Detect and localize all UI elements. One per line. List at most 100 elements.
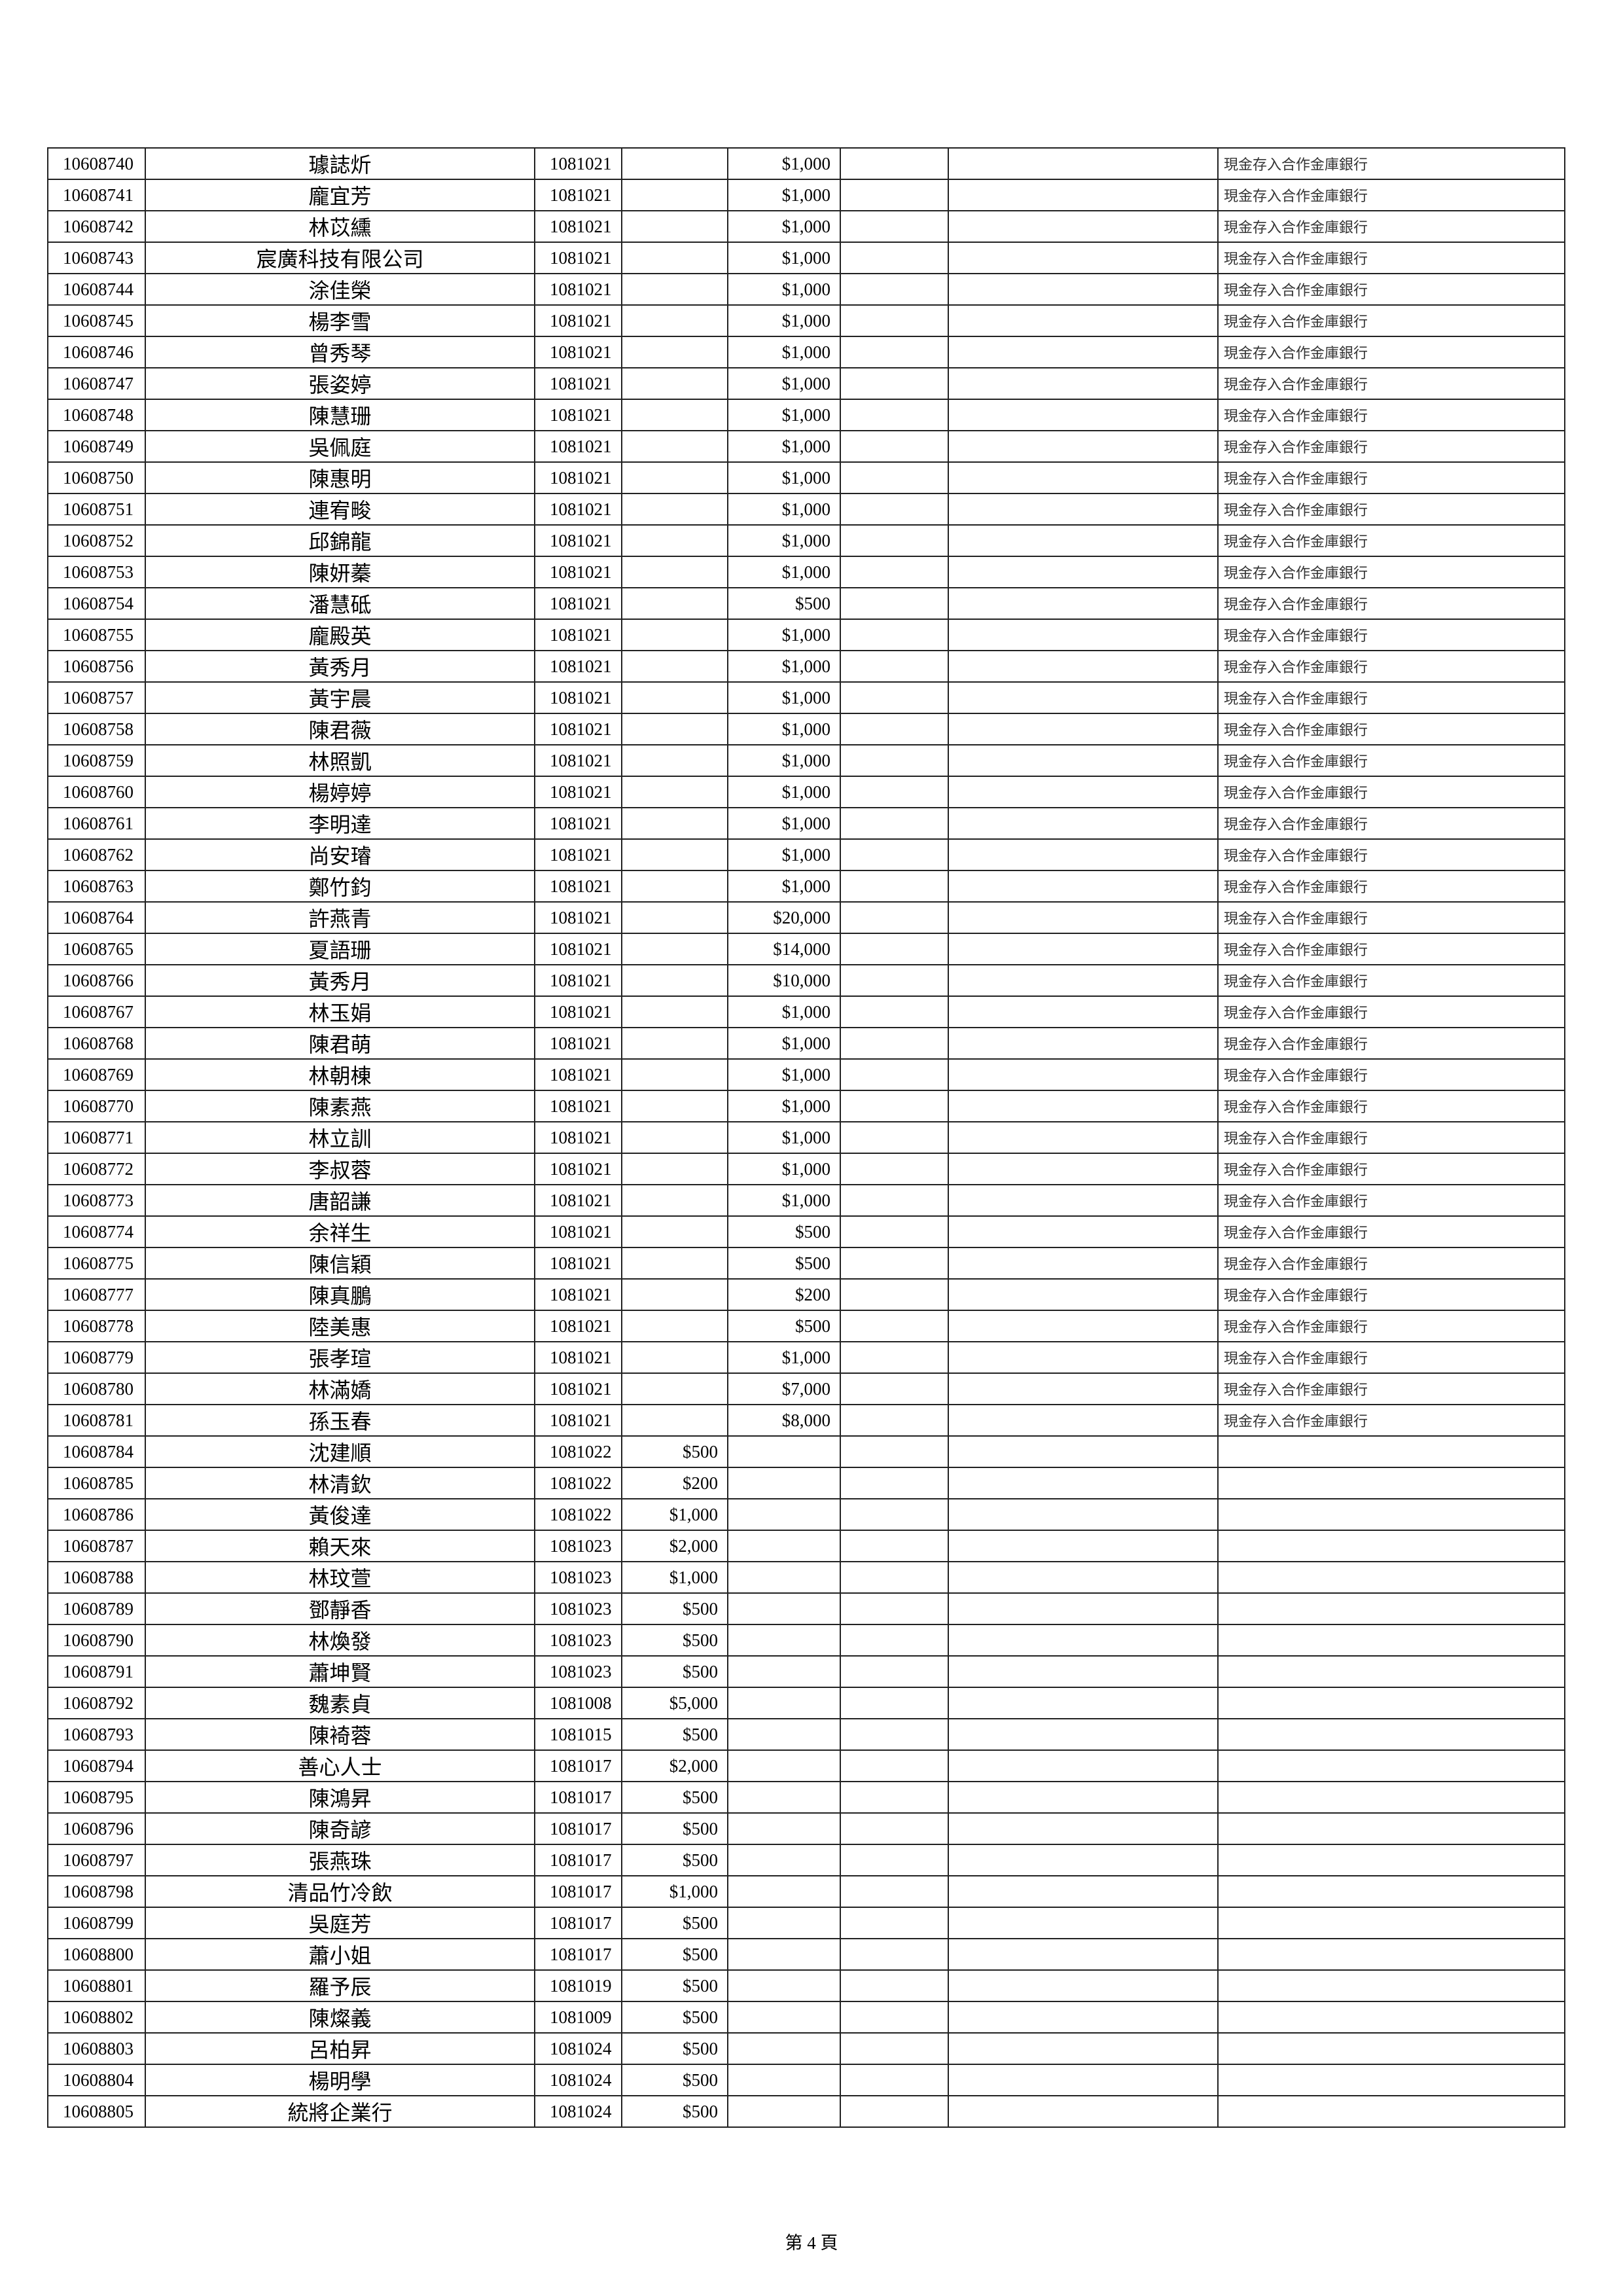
table-row: 10608797 張燕珠 1081017 $500 [47, 1844, 1565, 1876]
blank-cell [948, 210, 1219, 243]
receipt-number: 10608786 [47, 1498, 146, 1531]
receipt-number: 10608775 [47, 1247, 146, 1280]
deposit-amount-cell: $1,000 [727, 1090, 841, 1122]
blank-cell [840, 210, 949, 243]
deposit-amount-cell [727, 1561, 841, 1594]
receipt-number: 10608754 [47, 587, 146, 620]
donation-date: 1081021 [534, 1090, 622, 1122]
donation-date: 1081021 [534, 461, 622, 494]
donation-date: 1081021 [534, 964, 622, 997]
donation-date: 1081021 [534, 147, 622, 180]
note-cell: 現金存入合作金庫銀行 [1217, 901, 1565, 934]
deposit-amount-cell: $1,000 [727, 838, 841, 871]
amount-cell [621, 336, 728, 368]
donor-name: 蕭坤賢 [145, 1655, 535, 1688]
donor-name: 黃秀月 [145, 964, 535, 997]
blank-cell [948, 2064, 1219, 2096]
blank-cell [948, 367, 1219, 400]
donation-date: 1081021 [534, 776, 622, 808]
donation-date: 1081017 [534, 1812, 622, 1845]
donor-name: 黃宇晨 [145, 681, 535, 714]
amount-cell: $500 [621, 1812, 728, 1845]
deposit-amount-cell: $500 [727, 1247, 841, 1280]
receipt-number: 10608802 [47, 2001, 146, 2034]
note-cell: 現金存入合作金庫銀行 [1217, 870, 1565, 903]
blank-cell [840, 713, 949, 745]
donation-date: 1081021 [534, 1341, 622, 1374]
table-row: 10608781 孫玉春 1081021 $8,000 現金存入合作金庫銀行 [47, 1404, 1565, 1437]
deposit-amount-cell: $1,000 [727, 367, 841, 400]
donation-date: 1081021 [534, 619, 622, 651]
donation-date: 1081024 [534, 2095, 622, 2128]
amount-cell [621, 619, 728, 651]
blank-cell [840, 367, 949, 400]
blank-cell [948, 2001, 1219, 2034]
donation-date: 1081017 [534, 1749, 622, 1782]
table-row: 10608746 曾秀琴 1081021 $1,000 現金存入合作金庫銀行 [47, 336, 1565, 368]
amount-cell [621, 493, 728, 526]
amount-cell [621, 399, 728, 431]
deposit-amount-cell [727, 1592, 841, 1625]
note-cell: 現金存入合作金庫銀行 [1217, 147, 1565, 180]
blank-cell [840, 524, 949, 557]
table-row: 10608787 賴天來 1081023 $2,000 [47, 1530, 1565, 1562]
amount-cell [621, 179, 728, 211]
donation-date: 1081022 [534, 1435, 622, 1468]
table-row: 10608758 陳君薇 1081021 $1,000 現金存入合作金庫銀行 [47, 713, 1565, 745]
blank-cell [948, 713, 1219, 745]
deposit-amount-cell [727, 1938, 841, 1971]
receipt-number: 10608762 [47, 838, 146, 871]
amount-cell [621, 242, 728, 274]
note-cell: 現金存入合作金庫銀行 [1217, 1247, 1565, 1280]
donation-date: 1081021 [534, 1058, 622, 1091]
donation-date: 1081021 [534, 430, 622, 463]
blank-cell [840, 179, 949, 211]
amount-cell [621, 1372, 728, 1405]
donation-date: 1081021 [534, 807, 622, 840]
receipt-number: 10608773 [47, 1184, 146, 1217]
table-row: 10608757 黃宇晨 1081021 $1,000 現金存入合作金庫銀行 [47, 681, 1565, 714]
amount-cell [621, 1341, 728, 1374]
table-row: 10608748 陳慧珊 1081021 $1,000 現金存入合作金庫銀行 [47, 399, 1565, 431]
receipt-number: 10608744 [47, 273, 146, 306]
blank-cell [948, 1058, 1219, 1091]
blank-cell [840, 147, 949, 180]
deposit-amount-cell: $200 [727, 1278, 841, 1311]
deposit-amount-cell [727, 1875, 841, 1908]
amount-cell [621, 1090, 728, 1122]
blank-cell [948, 399, 1219, 431]
deposit-amount-cell [727, 1530, 841, 1562]
blank-cell [840, 1749, 949, 1782]
deposit-amount-cell: $1,000 [727, 619, 841, 651]
deposit-amount-cell: $1,000 [727, 1027, 841, 1060]
donor-name: 余祥生 [145, 1215, 535, 1248]
donor-name: 林照凱 [145, 744, 535, 777]
donation-date: 1081021 [534, 179, 622, 211]
amount-cell [621, 1310, 728, 1342]
blank-cell [948, 807, 1219, 840]
table-row: 10608784 沈建順 1081022 $500 [47, 1435, 1565, 1468]
table-row: 10608786 黃俊達 1081022 $1,000 [47, 1498, 1565, 1531]
blank-cell [948, 838, 1219, 871]
donor-name: 鄭竹鈞 [145, 870, 535, 903]
amount-cell [621, 964, 728, 997]
blank-cell [948, 1372, 1219, 1405]
receipt-number: 10608774 [47, 1215, 146, 1248]
receipt-number: 10608781 [47, 1404, 146, 1437]
blank-cell [840, 1624, 949, 1657]
blank-cell [840, 870, 949, 903]
blank-cell [840, 1247, 949, 1280]
deposit-amount-cell [727, 1498, 841, 1531]
donor-name: 宸廣科技有限公司 [145, 242, 535, 274]
receipt-number: 10608804 [47, 2064, 146, 2096]
blank-cell [840, 681, 949, 714]
table-row: 10608755 龐殿英 1081021 $1,000 現金存入合作金庫銀行 [47, 619, 1565, 651]
deposit-amount-cell [727, 1969, 841, 2002]
amount-cell: $500 [621, 1844, 728, 1876]
donor-name: 清品竹冷飲 [145, 1875, 535, 1908]
donor-name: 張燕珠 [145, 1844, 535, 1876]
amount-cell: $500 [621, 1907, 728, 1939]
table-row: 10608768 陳君萌 1081021 $1,000 現金存入合作金庫銀行 [47, 1027, 1565, 1060]
blank-cell [840, 901, 949, 934]
table-row: 10608774 余祥生 1081021 $500 現金存入合作金庫銀行 [47, 1215, 1565, 1248]
